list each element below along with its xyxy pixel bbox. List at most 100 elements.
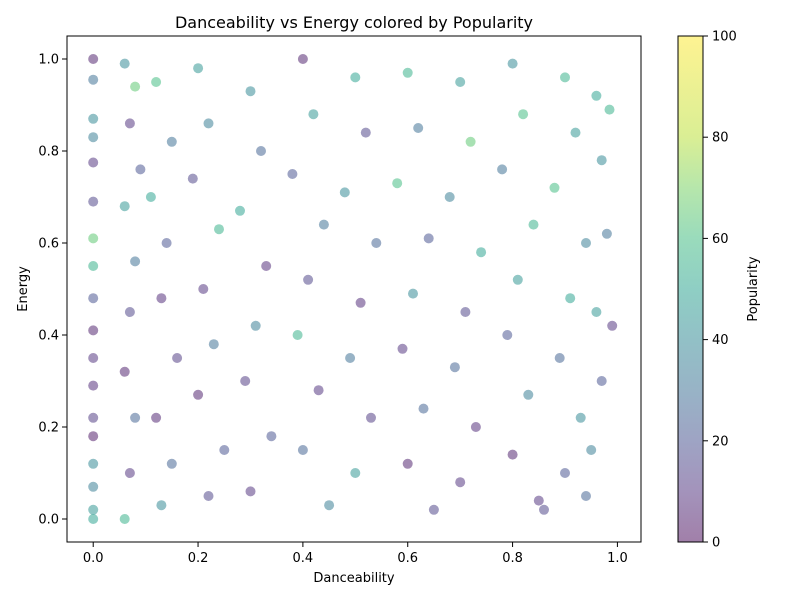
colorbar-tick-label: 100 <box>712 30 737 45</box>
data-point <box>560 72 570 83</box>
x-axis: 0.0 0.2 0.4 0.6 0.8 1.0 <box>83 542 628 566</box>
data-point <box>261 261 272 271</box>
data-point <box>124 118 135 129</box>
data-point <box>88 431 99 442</box>
colorbar-gradient <box>678 36 703 542</box>
data-point <box>203 491 214 501</box>
data-point <box>533 495 544 506</box>
data-point <box>339 187 350 198</box>
data-point <box>607 320 618 331</box>
data-point <box>219 445 230 455</box>
data-point <box>124 468 135 478</box>
data-point <box>502 330 513 340</box>
data-point <box>119 366 130 377</box>
y-tick-label: 1.0 <box>38 53 59 68</box>
data-point <box>287 169 298 179</box>
chart-title: Danceability vs Energy colored by Popula… <box>175 13 533 32</box>
data-point <box>423 233 434 244</box>
y-tick-label: 0.2 <box>38 421 59 436</box>
data-point <box>166 136 177 147</box>
colorbar: 0 20 40 60 80 100 Popularity <box>677 30 761 551</box>
colorbar-label: Popularity <box>746 256 761 321</box>
data-point <box>88 458 99 469</box>
data-point <box>460 307 471 317</box>
plot-area <box>66 35 642 543</box>
data-point <box>292 330 303 340</box>
data-point <box>130 81 141 92</box>
plot-background <box>67 36 641 542</box>
data-point <box>455 477 466 488</box>
data-point <box>581 491 591 501</box>
colorbar-tick-label: 20 <box>712 434 729 449</box>
data-point <box>235 205 245 216</box>
data-point <box>444 192 455 202</box>
data-point <box>88 412 99 423</box>
data-point <box>245 486 256 497</box>
data-point <box>355 297 366 308</box>
data-point <box>313 385 324 396</box>
data-point <box>465 136 476 147</box>
data-point <box>245 86 256 97</box>
data-point <box>428 504 439 515</box>
colorbar-ticks: 0 20 40 60 80 100 <box>703 30 737 551</box>
data-point <box>88 132 99 143</box>
data-point <box>604 104 615 115</box>
x-tick-label: 0.6 <box>397 551 418 566</box>
data-point <box>88 504 99 515</box>
data-point <box>88 293 99 304</box>
data-point <box>570 127 581 138</box>
data-point <box>402 67 413 78</box>
data-point <box>88 113 99 124</box>
data-point <box>187 173 198 184</box>
data-point <box>203 118 214 129</box>
data-point <box>350 468 361 478</box>
data-point <box>601 228 612 239</box>
data-point <box>151 412 162 423</box>
data-point <box>418 403 429 414</box>
data-point <box>318 219 329 230</box>
colorbar-tick-label: 80 <box>712 131 729 146</box>
data-point <box>250 320 261 331</box>
data-point <box>156 293 167 304</box>
data-point <box>549 182 560 193</box>
data-point <box>130 256 141 267</box>
data-point <box>297 445 308 455</box>
data-point <box>324 500 335 511</box>
y-tick-label: 0.8 <box>38 145 59 160</box>
y-axis: 0.0 0.2 0.4 0.6 0.8 1.0 <box>38 53 67 528</box>
data-point <box>135 164 146 175</box>
data-point <box>88 380 99 391</box>
data-point <box>512 274 523 285</box>
data-point <box>591 90 602 101</box>
data-point <box>88 325 99 336</box>
x-tick-label: 1.0 <box>607 551 628 566</box>
data-point <box>596 155 607 166</box>
x-tick-label: 0.8 <box>502 551 523 566</box>
plot-frame <box>66 35 642 543</box>
data-point <box>528 219 539 230</box>
data-point <box>119 201 130 212</box>
data-point <box>350 72 361 83</box>
data-point <box>151 77 162 87</box>
data-point <box>266 431 277 442</box>
data-point <box>88 196 99 207</box>
data-point <box>119 58 130 69</box>
data-point <box>397 343 408 354</box>
data-point <box>119 514 130 524</box>
data-point <box>497 164 508 175</box>
data-point <box>402 458 413 469</box>
data-point <box>124 307 135 317</box>
data-point <box>591 307 602 317</box>
data-point <box>88 54 99 64</box>
data-point <box>193 389 204 400</box>
data-point <box>581 238 591 248</box>
data-point <box>208 339 219 350</box>
data-point <box>539 504 549 515</box>
data-point <box>297 54 308 64</box>
data-point <box>345 353 356 363</box>
data-point <box>130 412 141 423</box>
data-point <box>575 412 586 423</box>
data-point <box>88 261 99 271</box>
data-point <box>371 238 382 248</box>
